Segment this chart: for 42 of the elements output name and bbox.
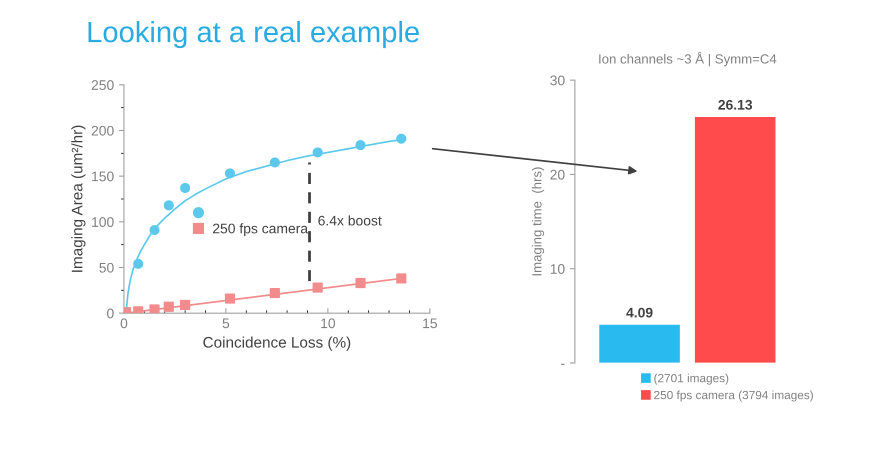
- point: [224, 168, 236, 178]
- point: [224, 293, 236, 304]
- point: [270, 157, 280, 168]
- legend-label: 250 fps camera: [213, 223, 308, 236]
- y-axis-title: Imaging Area (um²/hr): [71, 126, 86, 272]
- x-axis-title: Coincidence Loss (%): [203, 336, 350, 351]
- y-tick-label: 10: [550, 264, 565, 274]
- point: [396, 134, 406, 144]
- y-tick-label: 250: [92, 80, 114, 90]
- y-tick-label: 50: [99, 262, 114, 273]
- y-tick-label: 100: [92, 217, 114, 227]
- data-label: 26.13: [718, 100, 752, 110]
- point: [133, 258, 144, 269]
- legend-label: 250 fps camera (3794 images): [654, 390, 813, 402]
- y-axis-title: Imaging time (hrs): [532, 167, 544, 276]
- legend-label: (2701 images): [654, 374, 728, 385]
- chart-title: Looking at a real example: [88, 20, 419, 48]
- point: [312, 282, 323, 293]
- y-tick-label: 30: [550, 75, 565, 86]
- point: [355, 278, 366, 288]
- y-tick-label: 150: [92, 171, 114, 182]
- x-tick-label: 0: [120, 318, 128, 328]
- x-tick-label: 10: [321, 318, 336, 328]
- point: [312, 147, 323, 158]
- y-tick-label: 20: [550, 170, 565, 180]
- point: [355, 140, 366, 150]
- point: [149, 224, 160, 236]
- point: [270, 288, 280, 298]
- y-tick-label: 200: [92, 126, 114, 136]
- x-tick-label: 15: [423, 318, 437, 328]
- point: [149, 304, 160, 314]
- point: [180, 300, 190, 310]
- point: [164, 302, 174, 312]
- point: [396, 273, 406, 284]
- annotation: 6.4x boost: [318, 215, 382, 226]
- y-tick-label: -: [561, 364, 565, 365]
- x-tick-label: 5: [222, 318, 230, 328]
- point: [164, 200, 174, 210]
- chart-title: Ion channels ~3 Å | Symm=C4: [599, 52, 776, 66]
- data-label: 4.09: [626, 308, 653, 318]
- point: [180, 182, 190, 194]
- y-tick-label: 0: [107, 308, 114, 318]
